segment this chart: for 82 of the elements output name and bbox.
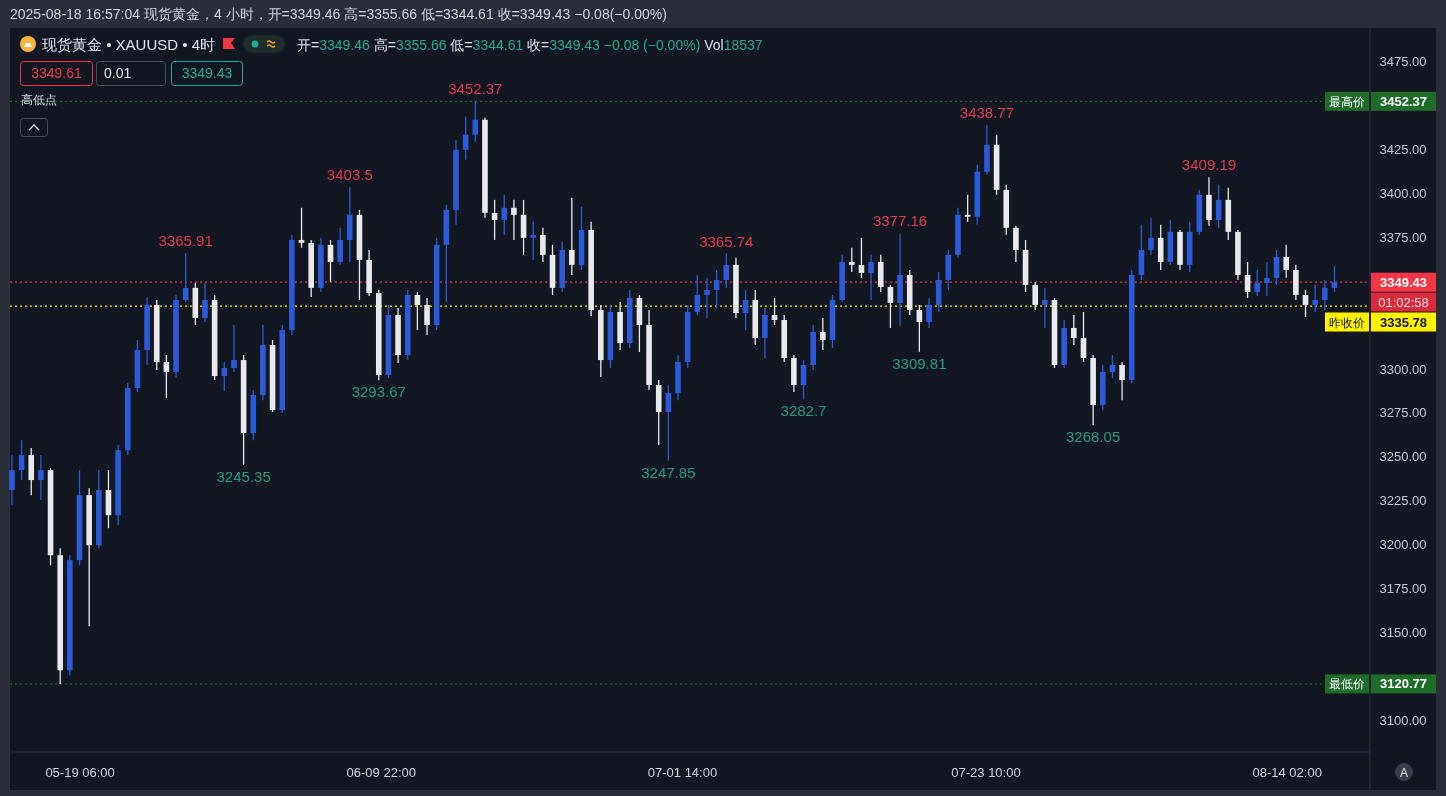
y-tick-label: 3225.00	[1379, 493, 1427, 509]
annotation: 3349.43	[181, 65, 233, 81]
ref-line-label: 最高价	[1329, 94, 1365, 109]
ref-line-label: 最低价	[1329, 677, 1365, 692]
annotation: 3349.61	[31, 65, 83, 81]
y-tick-label: 3150.00	[1379, 625, 1427, 641]
candlestick	[926, 297, 932, 329]
candlestick	[1312, 284, 1318, 313]
y-tick-label: 3175.00	[1379, 581, 1427, 597]
annotation: 3309.81	[892, 354, 947, 372]
annotation: 3282.7	[780, 402, 827, 420]
candlestick	[762, 307, 768, 359]
candlestick	[849, 247, 855, 273]
annotation: 3365.74	[699, 232, 754, 250]
candlestick	[530, 221, 537, 261]
y-tick-label: 3200.00	[1379, 537, 1427, 553]
annotation: 3409.19	[1181, 156, 1237, 174]
candlestick	[1148, 217, 1154, 256]
x-tick-label: 08-14 02:00	[1252, 765, 1322, 780]
candlestick	[1264, 261, 1270, 297]
candlestick	[202, 282, 208, 323]
y-tick-label: 3375.00	[1379, 229, 1427, 245]
candlestick	[1283, 244, 1290, 279]
y-tick-label: 3300.00	[1379, 361, 1427, 377]
y-tick-label: 3400.00	[1379, 185, 1427, 201]
candlestick	[9, 454, 15, 506]
candlestick	[1331, 265, 1338, 293]
annotation: 3365.91	[158, 232, 213, 250]
candlestick	[1013, 225, 1019, 263]
candlestick	[491, 199, 498, 241]
candlestick	[1119, 361, 1125, 401]
candlestick	[964, 194, 971, 223]
y-tick-label: 3100.00	[1379, 712, 1427, 728]
text: 3120.77	[1380, 676, 1427, 692]
text: 开=3349.46 高=3355.66 低=3344.61 收=3349.43 −0.08 (−0.00%) Vol18537	[297, 36, 763, 53]
candlestick	[1273, 249, 1280, 286]
annotation: 高低点	[21, 93, 57, 107]
candlestick	[424, 297, 430, 336]
candlestick	[1109, 354, 1116, 379]
candlestick	[501, 194, 508, 236]
text: 2025-08-18 16:57:04 现货黄金，4 小时，开=3349.46 高=3355.66 低=3344.61 收=3349.43 −0.08(−0.00%)	[10, 6, 667, 22]
candlestick	[337, 227, 343, 266]
candlestick	[511, 199, 517, 241]
candlestick	[820, 317, 826, 351]
y-tick-label: 3425.00	[1379, 141, 1427, 157]
annotation: 3403.5	[326, 166, 373, 184]
candlestick	[665, 384, 672, 462]
candlestick	[1042, 287, 1048, 329]
candlestick	[569, 197, 575, 276]
annotation: 3293.67	[351, 383, 406, 401]
candlestick	[723, 252, 730, 289]
y-tick-label: 3475.00	[1379, 54, 1427, 70]
text: 3349.43	[1380, 274, 1427, 290]
candlestick	[231, 324, 237, 373]
candlestick	[1032, 281, 1039, 311]
candlestick	[868, 254, 874, 301]
annotation: 3438.77	[959, 104, 1015, 122]
candlestick	[540, 227, 546, 263]
annotation: 3377.16	[872, 212, 928, 230]
ref-line-label: 昨收价	[1329, 315, 1365, 330]
candlestick	[1071, 314, 1077, 346]
candlestick	[916, 304, 923, 353]
x-tick-label: 07-23 10:00	[951, 765, 1021, 780]
x-tick-label: 06-09 22:00	[346, 765, 416, 780]
y-tick-label: 3275.00	[1379, 405, 1427, 421]
annotation: 3245.35	[216, 468, 271, 486]
annotation: 3452.37	[448, 80, 503, 98]
x-tick-label: 07-01 14:00	[647, 765, 718, 780]
candlestick	[1322, 279, 1328, 311]
x-tick-label: 05-19 06:00	[45, 765, 115, 780]
annotation: 3247.85	[641, 463, 696, 481]
candlestick	[1254, 269, 1261, 297]
annotation: 0.01	[104, 65, 132, 81]
text: A	[1399, 765, 1409, 780]
chart-title: 现货黄金 • XAUUSD • 4时	[42, 35, 216, 53]
text: 3335.78	[1380, 314, 1427, 330]
text: 3452.37	[1380, 93, 1427, 109]
candlestick	[704, 277, 710, 319]
y-tick-label: 3250.00	[1379, 449, 1427, 465]
text: 01:02:58	[1378, 294, 1429, 310]
annotation: 3268.05	[1066, 428, 1121, 446]
candlestick	[38, 454, 44, 501]
